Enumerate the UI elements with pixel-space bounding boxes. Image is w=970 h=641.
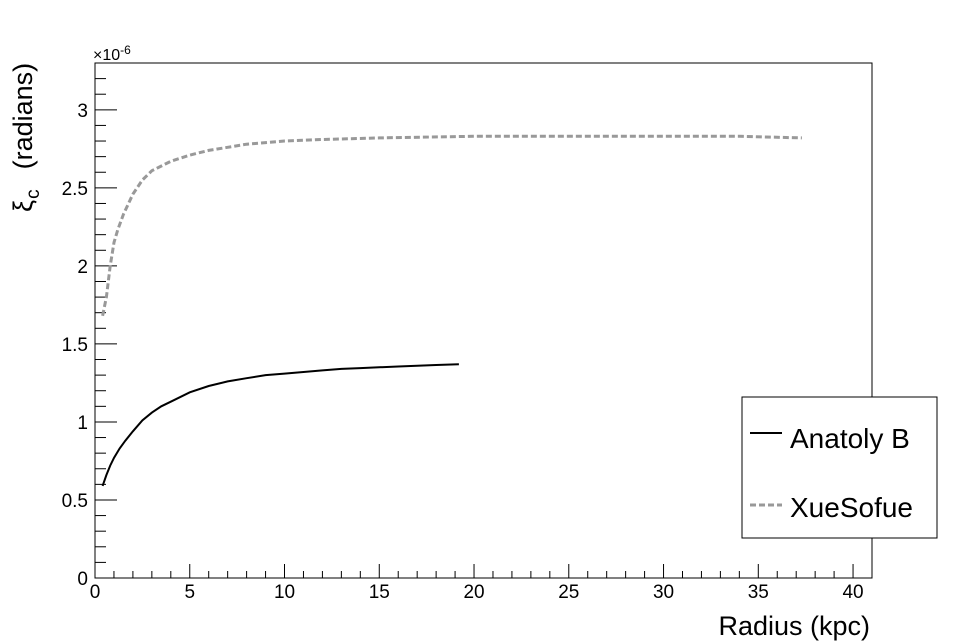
series-layer [101,134,802,487]
x-tick-label: 30 [653,582,674,603]
axis-ticks: 0 5 10 15 20 25 30 35 40 0 0.5 1 1.5 2 2.5 3 [62,62,873,603]
y-tick-label: 3 [77,101,88,122]
y-tick-label: 2.5 [62,179,88,200]
legend: Anatoly B XueSofue [741,396,938,539]
x-axis-title: Radius (kpc) [718,611,870,641]
x-tick-label: 20 [463,582,484,603]
x-tick-label: 15 [369,582,390,603]
legend-label-xuesofue: XueSofue [790,492,913,523]
y-multiplier: ×10-6 [93,43,131,64]
svg-text:ξc(radians): ξc(radians) [8,63,44,212]
y-axis-title: ξc(radians) [8,63,44,212]
y-tick-label: 0 [77,569,88,590]
legend-box [741,396,938,539]
plot-frame [94,62,873,579]
x-tick-label: 10 [274,582,295,603]
y-tick-label: 2 [77,257,88,278]
x-tick-label: 35 [748,582,769,603]
y-tick-label: 0.5 [62,491,88,512]
y-tick-label: 1.5 [62,335,88,356]
legend-label-anatoly-b: Anatoly B [790,423,910,454]
x-tick-label: 40 [842,582,863,603]
series-line-xuesofue [101,134,802,317]
x-tick-label: 25 [558,582,579,603]
x-tick-label: 5 [184,582,195,603]
series-line-anatoly-b [101,363,459,487]
y-tick-label: 1 [77,413,88,434]
x-tick-label: 0 [90,582,101,603]
